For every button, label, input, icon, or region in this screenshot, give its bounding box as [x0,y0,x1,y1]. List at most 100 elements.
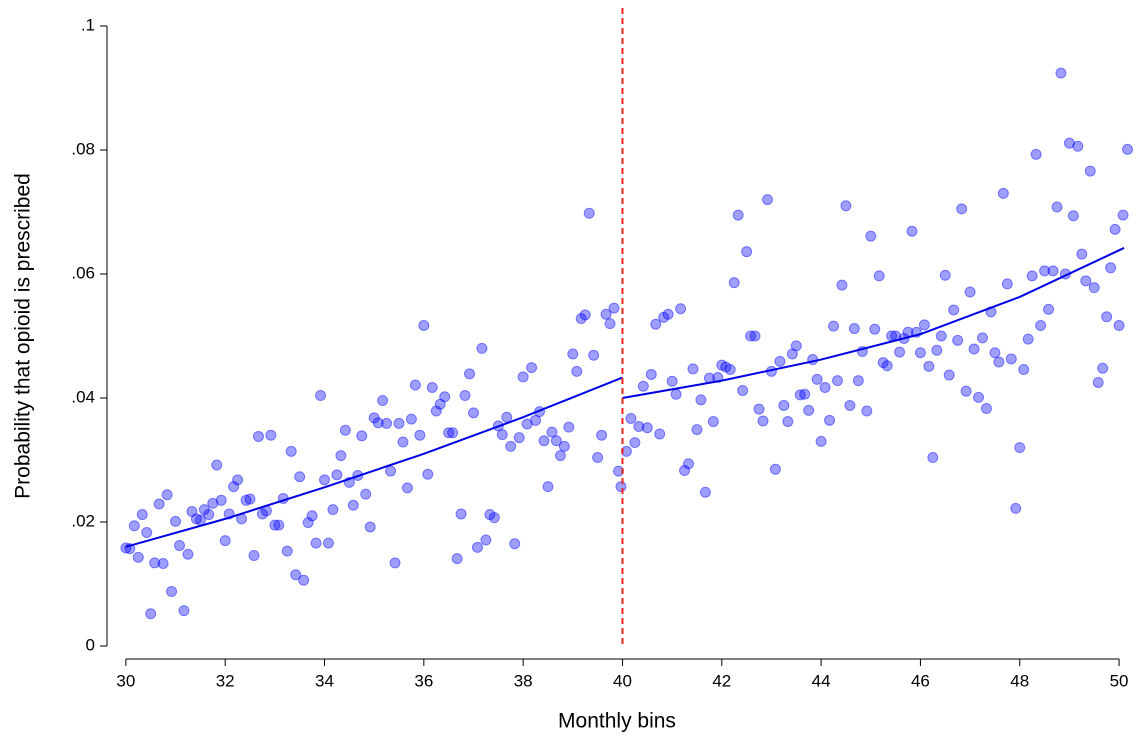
data-point [675,303,687,315]
data-point [1101,311,1113,323]
data-point [927,452,939,464]
x-tick-label: 44 [812,671,831,690]
data-point [943,369,955,381]
data-point [409,379,421,391]
data-point [935,330,947,342]
data-point [285,445,297,457]
data-point [658,311,670,323]
data-point [496,429,508,441]
data-point [980,403,992,415]
fit-line [622,247,1125,399]
x-tick-label: 30 [116,671,135,690]
data-point [732,209,744,221]
data-point [414,429,426,441]
data-point [178,605,190,617]
data-point [331,469,343,481]
data-point [914,347,926,359]
data-point [1018,363,1030,375]
data-point [443,427,455,439]
data-point [281,545,293,557]
data-point [538,435,550,447]
data-point [844,399,856,411]
data-point [322,537,334,549]
data-point [918,319,930,331]
data-point [521,418,533,430]
data-point [509,538,521,550]
data-point [389,557,401,569]
data-point [707,416,719,428]
data-point [973,391,985,403]
data-point [625,412,637,424]
data-point [960,385,972,397]
data-point [1113,319,1125,331]
data-point [141,527,153,539]
data-point [347,499,359,511]
data-point [1067,210,1079,222]
data-point [1084,165,1096,177]
data-point [811,373,823,385]
data-point [315,390,327,402]
data-point [786,348,798,360]
data-point [319,474,331,486]
data-point [186,505,198,517]
data-point [198,504,210,516]
data-point [1039,265,1051,277]
data-point [422,468,434,480]
data-point [248,549,260,561]
data-point [641,422,653,434]
data-point [207,497,219,509]
data-point [695,394,707,406]
data-point [1030,148,1042,160]
y-tick-label: .08 [71,139,95,158]
fit-line [125,376,623,548]
data-point [298,574,310,586]
data-point [455,508,467,520]
data-point [447,427,459,439]
data-point [683,458,695,470]
data-point [861,405,873,417]
data-point [244,493,256,505]
data-point [306,510,318,522]
data-point [1122,143,1134,155]
data-point [484,509,496,521]
data-point [451,553,463,565]
y-axis-title: Probability that opioid is prescribed [12,173,35,499]
data-point [501,411,513,423]
data-point [364,521,376,533]
data-point [1047,265,1059,277]
data-point [302,517,314,529]
x-tick-label: 48 [1010,671,1029,690]
data-point [881,360,893,372]
data-point [290,569,302,581]
y-tick-label: .1 [81,15,95,34]
data-point [488,512,500,524]
data-point [513,432,525,444]
data-point [645,368,657,380]
data-point [476,342,488,354]
data-point [170,515,182,527]
x-tick-label: 50 [1110,671,1129,690]
data-point [418,319,430,331]
data-point [1014,442,1026,454]
data-point [526,362,538,374]
data-point [385,465,397,477]
data-point [232,474,244,486]
data-point [778,399,790,411]
data-point [1026,270,1038,282]
data-point [157,558,169,570]
data-point [749,330,761,342]
data-point [405,413,417,425]
data-point [679,465,691,477]
data-point [294,471,306,483]
data-point [1001,278,1013,290]
x-tick-label: 40 [613,671,632,690]
data-point [1010,502,1022,514]
data-point [161,489,173,501]
data-point [588,349,600,361]
data-point [219,535,231,547]
x-tick-label: 36 [414,671,433,690]
data-point [530,414,542,426]
data-point [828,320,840,332]
data-point [1051,201,1063,213]
data-point [790,340,802,352]
